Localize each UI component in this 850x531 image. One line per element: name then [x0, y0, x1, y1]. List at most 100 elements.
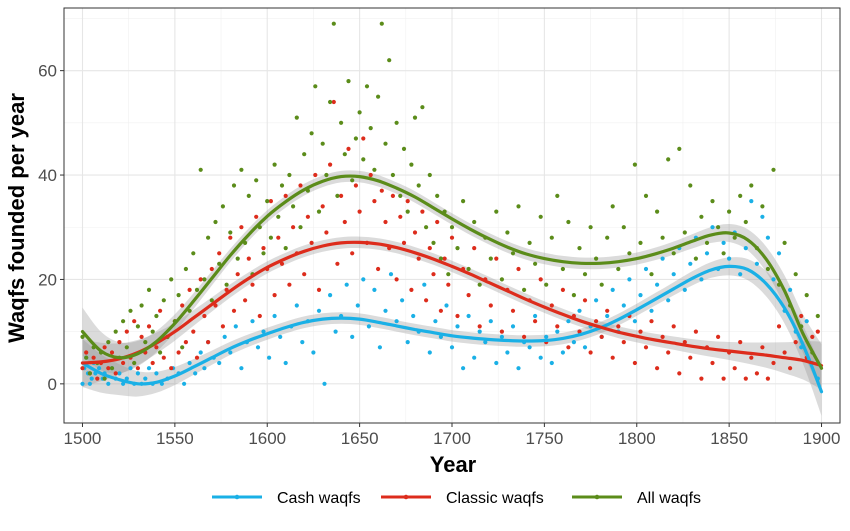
data-point-cash-waqfs: [594, 298, 599, 303]
data-point-classic-waqfs: [743, 376, 748, 381]
data-point-all-waqfs: [649, 272, 654, 277]
data-point-classic-waqfs: [390, 193, 395, 198]
data-point-classic-waqfs: [560, 287, 566, 292]
data-point-all-waqfs: [605, 235, 610, 240]
data-point-all-waqfs: [194, 287, 200, 292]
data-point-cash-waqfs: [438, 334, 443, 339]
data-point-cash-waqfs: [660, 256, 665, 261]
data-point-classic-waqfs: [682, 340, 687, 345]
data-point-all-waqfs: [246, 193, 251, 198]
data-point-cash-waqfs: [187, 360, 192, 366]
data-point-cash-waqfs: [239, 366, 244, 371]
data-point-classic-waqfs: [150, 360, 155, 366]
data-point-cash-waqfs: [121, 381, 126, 386]
data-point-classic-waqfs: [401, 240, 407, 245]
data-point-cash-waqfs: [233, 324, 238, 329]
data-point-cash-waqfs: [699, 277, 704, 282]
data-point-all-waqfs: [180, 345, 185, 350]
data-point-all-waqfs: [272, 162, 277, 167]
data-point-cash-waqfs: [117, 371, 122, 376]
data-point-all-waqfs: [276, 214, 281, 219]
data-point-all-waqfs: [169, 277, 174, 282]
data-point-classic-waqfs: [91, 355, 96, 360]
y-tick-label: 0: [48, 375, 57, 394]
data-point-all-waqfs: [627, 251, 632, 256]
data-point-all-waqfs: [477, 282, 482, 287]
data-point-classic-waqfs: [799, 313, 804, 319]
data-point-cash-waqfs: [544, 334, 549, 339]
data-point-classic-waqfs: [84, 350, 89, 355]
data-point-classic-waqfs: [693, 329, 699, 334]
data-point-cash-waqfs: [89, 376, 94, 381]
data-point-all-waqfs: [265, 199, 270, 204]
data-point-classic-waqfs: [302, 272, 307, 277]
data-point-all-waqfs: [357, 110, 362, 115]
data-point-all-waqfs: [682, 230, 687, 235]
data-point-cash-waqfs: [250, 319, 255, 324]
data-point-all-waqfs: [516, 204, 521, 209]
data-point-all-waqfs: [732, 235, 737, 240]
data-point-classic-waqfs: [313, 172, 318, 178]
data-point-cash-waqfs: [361, 277, 366, 282]
data-point-cash-waqfs: [549, 360, 554, 366]
data-point-classic-waqfs: [754, 371, 760, 376]
data-point-cash-waqfs: [555, 329, 560, 334]
x-tick-label: 1500: [64, 429, 102, 448]
data-point-classic-waqfs: [357, 209, 362, 214]
data-point-all-waqfs: [324, 172, 329, 178]
data-point-cash-waqfs: [738, 272, 743, 277]
data-point-all-waqfs: [368, 126, 373, 131]
data-point-all-waqfs: [632, 162, 638, 167]
data-point-all-waqfs: [594, 256, 599, 261]
data-point-all-waqfs: [420, 105, 425, 110]
data-point-classic-waqfs: [671, 324, 676, 329]
data-point-classic-waqfs: [231, 308, 237, 313]
data-point-classic-waqfs: [135, 366, 140, 371]
data-point-classic-waqfs: [291, 225, 296, 230]
data-point-all-waqfs: [294, 115, 299, 120]
data-point-classic-waqfs: [339, 193, 344, 198]
data-point-cash-waqfs: [466, 313, 471, 319]
data-point-classic-waqfs: [494, 256, 499, 261]
data-point-classic-waqfs: [749, 355, 754, 360]
data-point-all-waqfs: [161, 298, 166, 303]
data-point-cash-waqfs: [333, 329, 338, 334]
data-point-classic-waqfs: [191, 329, 196, 334]
data-point-cash-waqfs: [283, 360, 288, 366]
data-point-classic-waqfs: [549, 303, 554, 308]
data-point-classic-waqfs: [420, 209, 425, 214]
data-point-classic-waqfs: [328, 162, 333, 167]
data-point-classic-waqfs: [335, 261, 340, 266]
data-point-all-waqfs: [760, 204, 765, 209]
data-point-all-waqfs: [217, 261, 222, 266]
data-point-cash-waqfs: [527, 345, 532, 350]
data-point-classic-waqfs: [533, 319, 538, 324]
data-point-classic-waqfs: [638, 329, 643, 334]
data-point-classic-waqfs: [257, 313, 262, 319]
data-point-all-waqfs: [431, 240, 436, 245]
data-point-all-waqfs: [302, 152, 307, 157]
x-tick-label: 1900: [803, 429, 841, 448]
data-point-classic-waqfs: [169, 366, 174, 371]
data-point-classic-waqfs: [202, 313, 207, 319]
data-point-classic-waqfs: [239, 225, 244, 230]
data-point-classic-waqfs: [412, 230, 418, 235]
data-point-cash-waqfs: [433, 319, 438, 324]
trend-line-all-waqfs: [80, 174, 824, 370]
data-point-classic-waqfs: [710, 360, 715, 366]
data-point-classic-waqfs: [261, 246, 266, 251]
data-point-classic-waqfs: [194, 355, 200, 360]
data-point-all-waqfs: [283, 246, 288, 251]
data-point-classic-waqfs: [316, 287, 322, 292]
data-point-classic-waqfs: [776, 324, 782, 329]
data-point-classic-waqfs: [555, 324, 560, 329]
data-point-cash-waqfs: [499, 334, 504, 339]
data-point-classic-waqfs: [106, 366, 111, 371]
legend: Cash waqfs Classic waqfs All waqfs: [212, 490, 701, 507]
data-point-all-waqfs: [643, 193, 649, 198]
data-point-cash-waqfs: [483, 340, 488, 345]
data-point-cash-waqfs: [571, 340, 577, 345]
data-point-cash-waqfs: [182, 381, 187, 386]
data-point-cash-waqfs: [771, 277, 776, 282]
data-point-classic-waqfs: [793, 340, 798, 345]
